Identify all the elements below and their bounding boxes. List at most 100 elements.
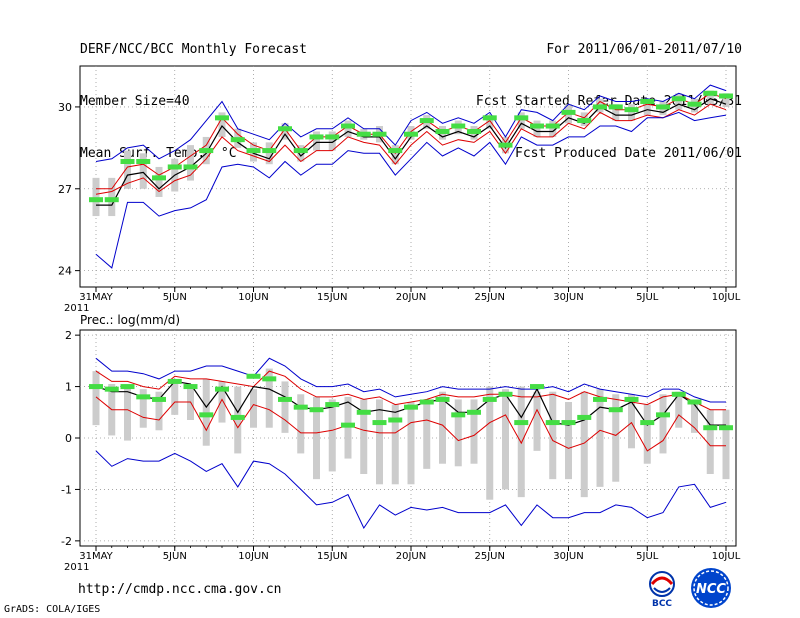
ensemble-box bbox=[612, 104, 620, 121]
ensemble-box bbox=[454, 399, 462, 467]
ensemble-box bbox=[297, 394, 305, 454]
median-marker bbox=[104, 386, 119, 392]
ensemble-box bbox=[580, 391, 588, 498]
median-marker bbox=[545, 420, 560, 426]
y-tick-label: -2 bbox=[61, 535, 72, 548]
median-marker bbox=[325, 134, 340, 140]
median-marker bbox=[514, 420, 529, 426]
median-marker bbox=[624, 396, 639, 402]
median-marker bbox=[719, 93, 733, 99]
x-tick-label: 20JUN bbox=[396, 292, 426, 303]
ensemble-box bbox=[155, 391, 163, 431]
median-marker bbox=[356, 409, 371, 415]
ensemble-box bbox=[659, 394, 667, 454]
median-marker bbox=[89, 197, 103, 203]
ensemble-box bbox=[250, 389, 257, 428]
ensemble-box bbox=[234, 386, 242, 454]
ensemble-box bbox=[187, 145, 194, 181]
median-marker bbox=[719, 425, 733, 431]
median-marker bbox=[671, 96, 686, 102]
ensemble-box bbox=[628, 394, 635, 449]
ensemble-box bbox=[328, 399, 336, 472]
median-marker bbox=[435, 128, 450, 134]
x-tick-label: 31MAY bbox=[79, 551, 113, 562]
median-marker bbox=[482, 396, 497, 402]
median-marker bbox=[136, 158, 151, 164]
bcc-logo: BCC bbox=[649, 571, 675, 608]
y-tick-label: 24 bbox=[58, 265, 72, 278]
median-marker bbox=[640, 420, 655, 426]
series-line-min bbox=[95, 450, 727, 530]
median-marker bbox=[325, 402, 340, 408]
median-marker bbox=[624, 107, 639, 113]
median-marker bbox=[215, 115, 229, 121]
median-marker bbox=[199, 412, 214, 418]
x-tick-label: 10JUN bbox=[238, 292, 268, 303]
ensemble-box bbox=[423, 399, 431, 469]
median-marker bbox=[656, 412, 670, 418]
ensemble-box bbox=[313, 396, 320, 480]
ensemble-box bbox=[92, 371, 100, 426]
median-marker bbox=[152, 396, 166, 402]
median-marker bbox=[183, 164, 198, 170]
x-tick-label: 5JUL bbox=[636, 292, 659, 303]
median-marker bbox=[341, 422, 355, 428]
median-marker bbox=[467, 128, 481, 134]
ensemble-box bbox=[265, 368, 273, 428]
median-marker bbox=[341, 123, 355, 129]
median-marker bbox=[230, 414, 245, 420]
x-tick-label: 20JUN bbox=[396, 551, 426, 562]
ensemble-box bbox=[549, 120, 557, 137]
header-member-size: Member Size=40 bbox=[80, 94, 190, 109]
ensemble-box bbox=[139, 153, 147, 189]
median-marker bbox=[388, 417, 403, 423]
precipitation-chart: 31MAY 5JUN 10JUN 15JUN 20JUN 25JUN 30JUN 5JUL 10… bbox=[61, 329, 741, 573]
median-marker bbox=[530, 123, 544, 129]
median-marker bbox=[230, 137, 245, 143]
median-marker bbox=[199, 148, 214, 154]
median-marker bbox=[593, 396, 607, 402]
median-marker bbox=[703, 90, 718, 96]
median-marker bbox=[372, 420, 387, 426]
median-marker bbox=[530, 384, 544, 390]
temperature-chart: 31MAY 5JUN 10JUN 15JUN 20JUN 25JUN 30JUN 5JUL 10… bbox=[58, 65, 741, 314]
median-marker bbox=[451, 123, 466, 129]
median-marker bbox=[498, 142, 513, 148]
median-marker bbox=[671, 391, 686, 397]
ensemble-box bbox=[533, 120, 541, 137]
median-marker bbox=[388, 148, 403, 154]
ensemble-box bbox=[218, 381, 226, 423]
series-line-min bbox=[95, 111, 727, 269]
y-tick-label: -1 bbox=[61, 483, 72, 496]
y-tick-label: 1 bbox=[65, 381, 72, 394]
ensemble-box bbox=[92, 177, 100, 217]
median-marker bbox=[215, 386, 229, 392]
precip-chart-title: Prec.: log(mm/d) bbox=[80, 313, 180, 327]
x-tick-label: 15JUN bbox=[317, 551, 347, 562]
ensemble-box bbox=[470, 399, 478, 464]
ensemble-box bbox=[218, 112, 226, 137]
ensemble-box bbox=[376, 399, 383, 485]
median-marker bbox=[577, 414, 592, 420]
x-tick-label: 5JUN bbox=[163, 551, 187, 562]
median-marker bbox=[703, 425, 718, 431]
ensemble-box bbox=[313, 131, 320, 151]
median-marker bbox=[167, 164, 182, 170]
median-marker bbox=[262, 376, 277, 382]
median-marker bbox=[293, 404, 308, 410]
ensemble-box bbox=[139, 389, 147, 428]
ensemble-box bbox=[486, 386, 494, 500]
median-marker bbox=[498, 391, 513, 397]
median-marker bbox=[167, 378, 182, 384]
y-tick-label: 27 bbox=[58, 183, 72, 196]
ensemble-box bbox=[328, 131, 336, 151]
footer-credit: GrADS: COLA/IGES bbox=[4, 604, 101, 615]
bcc-logo-text: BCC bbox=[652, 599, 672, 608]
median-marker bbox=[640, 98, 655, 104]
median-marker bbox=[687, 399, 702, 405]
ensemble-box bbox=[691, 402, 698, 433]
ensemble-box bbox=[612, 394, 620, 482]
footer-url[interactable]: http://cmdp.ncc.cma.gov.cn bbox=[78, 582, 282, 597]
ensemble-box bbox=[517, 386, 525, 498]
